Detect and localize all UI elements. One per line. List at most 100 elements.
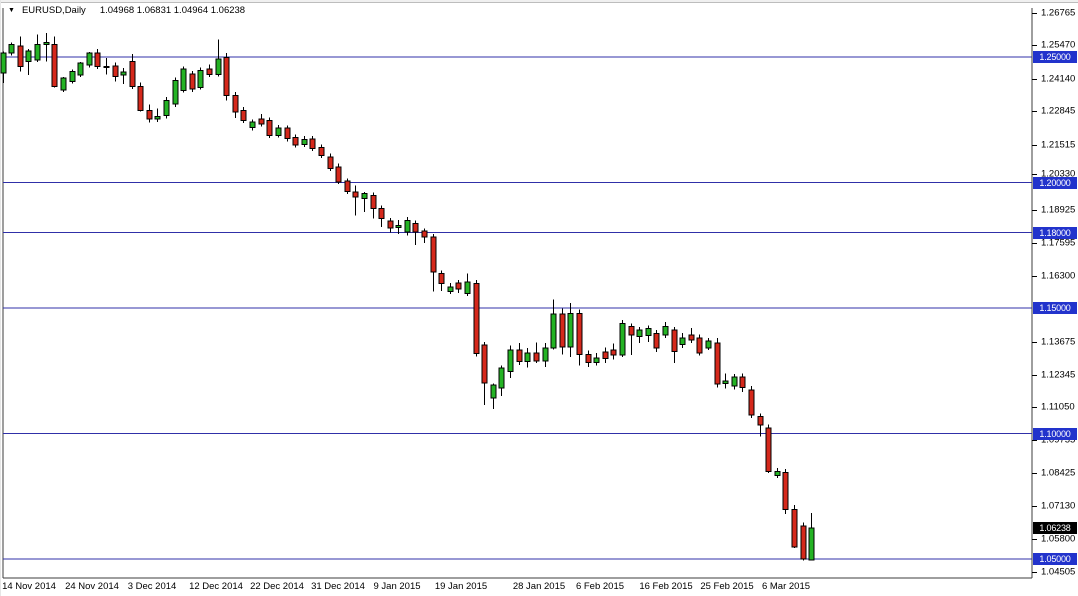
candle-body xyxy=(688,334,695,341)
candle-body xyxy=(421,230,428,238)
candle-body xyxy=(765,427,772,472)
candle-body xyxy=(791,509,798,548)
candle-body xyxy=(370,195,377,209)
candle-body xyxy=(455,282,462,290)
price-axis-tick xyxy=(1032,174,1037,175)
candle-body xyxy=(636,329,643,337)
candle-body xyxy=(653,333,660,349)
price-axis-label: 1.25470 xyxy=(1041,39,1076,51)
candle-body xyxy=(129,61,136,87)
symbol-dropdown-icon[interactable]: ▼ xyxy=(8,7,15,14)
price-level-badge: 1.18000 xyxy=(1033,226,1077,239)
candle-body xyxy=(25,50,32,62)
candle-body xyxy=(464,281,471,294)
candle-body xyxy=(120,71,127,76)
candle-body xyxy=(77,62,84,76)
candle-body xyxy=(189,73,196,90)
candle-body xyxy=(206,68,213,75)
candle-body xyxy=(610,349,617,356)
candle-body xyxy=(240,110,247,121)
chart-symbol-period: EURUSD,Daily xyxy=(21,5,86,16)
candle-body xyxy=(258,118,265,125)
price-axis-tick xyxy=(1032,45,1037,46)
candle-body xyxy=(266,120,273,136)
price-axis-tick xyxy=(1032,571,1037,573)
price-axis-label: 1.04505 xyxy=(1041,566,1076,577)
candle-body xyxy=(86,52,93,66)
price-level-badge: 1.25000 xyxy=(1033,51,1077,63)
price-level-badge: 1.15000 xyxy=(1033,302,1077,314)
candle-body xyxy=(593,357,600,363)
time-axis-label: 12 Dec 2014 xyxy=(189,581,243,592)
candle-body xyxy=(103,66,110,68)
candle-body xyxy=(327,156,334,169)
candle-body xyxy=(662,326,669,336)
time-axis-label: 6 Feb 2015 xyxy=(575,581,625,592)
candle-body xyxy=(137,86,144,111)
candle-body xyxy=(774,471,781,476)
candle-body xyxy=(542,347,549,362)
time-axis-label: 22 Dec 2014 xyxy=(250,581,304,592)
candle-body xyxy=(576,313,583,355)
price-axis-label: 1.18925 xyxy=(1041,204,1076,215)
price-axis-tick xyxy=(1032,439,1037,441)
candle-body xyxy=(533,352,540,362)
price-axis-label: 1.20330 xyxy=(1041,168,1076,180)
candle-body xyxy=(172,80,179,105)
candle-body xyxy=(335,166,342,183)
time-axis-label: 31 Dec 2014 xyxy=(311,581,365,592)
candle-body xyxy=(412,223,419,233)
price-axis-tick xyxy=(1032,341,1037,343)
price-axis-label: 1.16300 xyxy=(1041,270,1076,281)
candle-body xyxy=(679,337,686,345)
candle-body xyxy=(34,44,41,61)
candle-body xyxy=(524,352,531,362)
candle-body xyxy=(249,121,256,128)
candle-body xyxy=(722,380,729,384)
price-axis-tick xyxy=(1032,275,1037,277)
candle-body xyxy=(739,376,746,388)
candle-body xyxy=(94,52,101,67)
time-axis-label: 3 Dec 2014 xyxy=(127,581,177,592)
candle-body xyxy=(404,220,411,233)
price-axis-tick xyxy=(1032,78,1037,80)
price-axis-label: 1.09755 xyxy=(1041,434,1076,445)
price-axis-tick xyxy=(1032,209,1037,211)
time-axis[interactable]: 14 Nov 2014 24 Nov 2014 3 Dec 2014 12 Dec 2… xyxy=(0,579,1032,596)
candle-body xyxy=(60,77,67,91)
candle-body xyxy=(361,193,368,199)
price-axis-label: 1.07130 xyxy=(1041,500,1076,511)
candle-body xyxy=(43,42,50,45)
candle-body xyxy=(154,116,161,120)
candle-body xyxy=(430,236,437,273)
price-level-badge: 1.10000 xyxy=(1033,427,1077,440)
price-axis-label: 1.08425 xyxy=(1041,467,1076,479)
price-axis-label: 1.24140 xyxy=(1041,73,1076,84)
candle-body xyxy=(498,367,505,389)
candle-body xyxy=(473,283,480,354)
chart-ohlc-values: 1.04968 1.06831 1.04964 1.06238 xyxy=(99,5,246,16)
candle-body xyxy=(602,351,609,359)
candle-body xyxy=(180,68,187,91)
price-axis-label: 1.05800 xyxy=(1041,533,1076,545)
candle-body xyxy=(318,147,325,156)
current-price-badge: 1.06238 xyxy=(1033,522,1077,534)
candle-body xyxy=(344,180,351,192)
time-axis-label: 19 Jan 2015 xyxy=(434,581,488,592)
candle-body xyxy=(438,273,445,284)
candle-body xyxy=(232,95,239,113)
candle-body xyxy=(731,376,738,387)
candle-body xyxy=(301,139,308,145)
time-axis-label: 25 Feb 2015 xyxy=(700,581,754,592)
price-chart-canvas[interactable] xyxy=(0,0,1033,596)
price-axis-label: 1.17595 xyxy=(1041,237,1076,249)
candle-body xyxy=(645,328,652,336)
candle-body xyxy=(284,127,291,139)
time-axis-label: 6 Mar 2015 xyxy=(761,581,811,592)
candle-body xyxy=(0,52,7,74)
price-axis-tick xyxy=(1032,144,1037,146)
candle-body xyxy=(714,342,721,385)
candle-body xyxy=(696,337,703,354)
price-axis[interactable]: 1.26765 1.25470 1.24140 1.22845 1.21515 1.203… xyxy=(1032,0,1078,596)
price-axis-label: 1.22845 xyxy=(1041,105,1076,117)
